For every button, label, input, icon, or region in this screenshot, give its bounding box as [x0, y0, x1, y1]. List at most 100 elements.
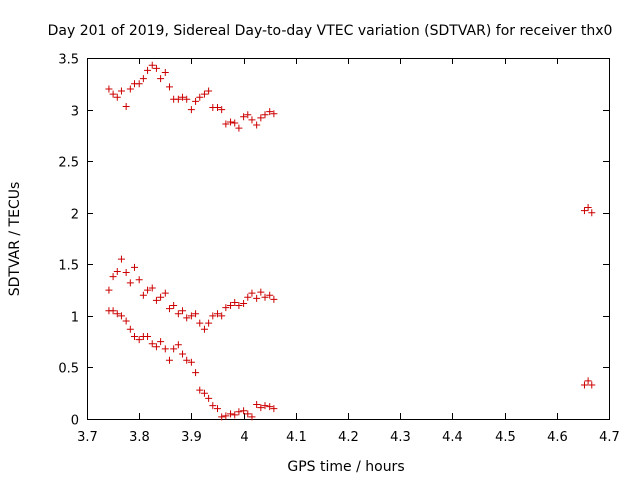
y-tick-label: 3 [71, 105, 79, 120]
data-point-upper [266, 108, 274, 116]
data-point-lower [109, 307, 117, 315]
data-point-lower [183, 356, 191, 364]
x-tick-label: 3.7 [77, 430, 98, 445]
data-point-upper [227, 118, 235, 126]
data-point-lower [218, 413, 226, 421]
data-point-middle [157, 293, 165, 301]
data-point-middle [222, 304, 230, 312]
data-point-upper [244, 111, 252, 119]
x-tick-label: 4 [240, 430, 248, 445]
y-tick-label: 2 [71, 208, 79, 223]
data-point-lower [148, 340, 156, 348]
data-point-upper [144, 66, 152, 74]
data-point-upper [174, 95, 182, 103]
data-point-lower [174, 341, 182, 349]
data-point-upper [231, 119, 239, 127]
data-point-middle [139, 291, 147, 299]
data-point-middle [218, 312, 226, 320]
data-point-lower [240, 407, 248, 415]
y-tick-label: 1.5 [58, 259, 79, 274]
data-point-middle [117, 255, 125, 263]
data-point-middle [248, 289, 256, 297]
data-point-lower [135, 336, 143, 344]
data-point-lower [257, 404, 265, 412]
x-tick-label: 4.4 [442, 430, 463, 445]
data-point-upper [135, 80, 143, 88]
data-point-upper [200, 90, 208, 98]
data-point-upper [179, 93, 187, 101]
data-point-lower [248, 413, 256, 421]
y-axis: 0 0.5 1 1.5 2 2.5 3 3.5 [58, 53, 609, 429]
data-point-middle [200, 325, 208, 333]
data-point-middle [253, 294, 261, 302]
data-point-late-upper [588, 209, 596, 217]
data-point-middle [152, 296, 160, 304]
data-point-upper [270, 110, 278, 118]
data-point-middle [257, 288, 265, 296]
data-point-middle [183, 314, 191, 322]
data-point-upper [235, 124, 243, 132]
data-point-upper [196, 93, 204, 101]
data-point-upper [117, 87, 125, 95]
data-point-lower [144, 332, 152, 340]
x-axis: 3.7 3.8 3.9 4 4.1 4.2 4.3 4.4 4.5 4.6 4.7 [77, 58, 620, 445]
data-point-lower [196, 386, 204, 394]
data-point-late-lower [584, 377, 592, 385]
data-point-lower [227, 410, 235, 418]
data-point-lower [126, 325, 134, 333]
data-point-upper [222, 120, 230, 128]
data-point-middle [214, 310, 221, 318]
data-point-upper [139, 75, 147, 83]
data-point-middle [205, 319, 213, 327]
data-point-middle [244, 293, 252, 301]
data-point-upper [248, 116, 256, 124]
data-point-lower [122, 317, 130, 325]
y-tick-label: 3.5 [58, 53, 79, 68]
data-point-upper [157, 75, 165, 83]
y-tick-label: 2.5 [58, 156, 79, 171]
data-point-lower [266, 403, 274, 411]
data-point-middle [196, 319, 204, 327]
x-axis-label: GPS time / hours [287, 459, 404, 475]
data-point-upper [257, 114, 265, 122]
y-tick-label: 0 [71, 414, 79, 429]
data-point-middle [266, 291, 274, 299]
data-point-lower [205, 394, 213, 402]
data-point-lower [161, 345, 169, 353]
data-point-upper [148, 61, 156, 69]
data-point-upper [122, 102, 130, 110]
data-point-lower [235, 408, 243, 416]
x-tick-label: 4.3 [390, 430, 411, 445]
data-point-lower [117, 312, 125, 320]
data-point-middle [209, 312, 217, 320]
data-point-lower [157, 338, 165, 346]
data-point-middle [165, 305, 173, 313]
data-point-lower [222, 412, 230, 420]
plot-frame [87, 58, 610, 420]
data-point-middle [122, 269, 130, 277]
data-point-upper [126, 85, 134, 93]
data-point-lower [170, 345, 178, 353]
data-point-middle [235, 302, 243, 310]
x-tick-label: 4.2 [338, 430, 359, 445]
data-point-middle [174, 310, 182, 318]
x-tick-label: 3.8 [129, 430, 150, 445]
data-point-middle [135, 276, 143, 284]
data-point-late-upper [580, 207, 588, 215]
data-point-late-lower [580, 381, 588, 389]
data-point-middle [126, 279, 134, 287]
x-tick-label: 4.5 [495, 430, 516, 445]
data-point-lower [192, 369, 200, 377]
data-point-middle [131, 263, 139, 271]
data-point-upper [214, 104, 221, 112]
x-tick-label: 4.1 [286, 430, 307, 445]
x-tick-label: 4.7 [599, 430, 620, 445]
data-point-middle [187, 312, 195, 320]
data-point-lower [131, 332, 139, 340]
data-point-middle [227, 302, 235, 310]
data-point-middle [270, 295, 278, 303]
data-point-upper [253, 121, 261, 129]
data-point-late-lower [588, 381, 596, 389]
data-point-upper [109, 90, 117, 98]
